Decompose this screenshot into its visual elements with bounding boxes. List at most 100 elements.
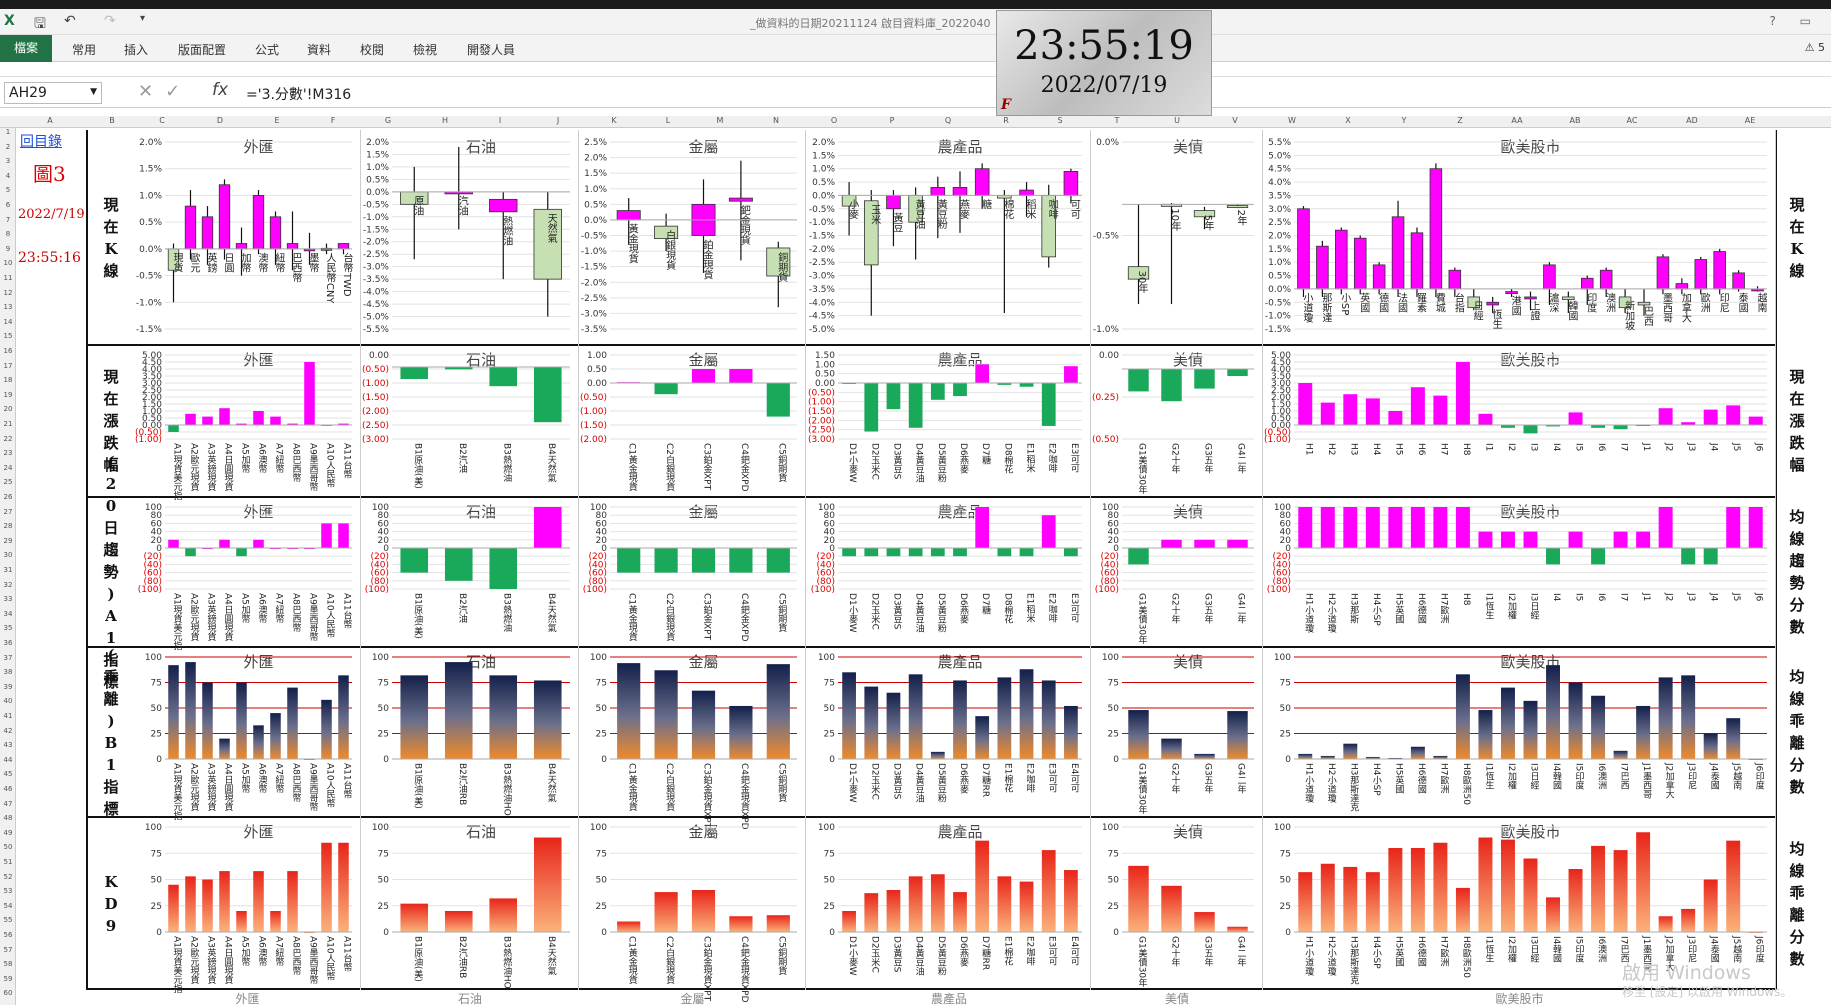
- column-header[interactable]: N: [773, 116, 779, 125]
- column-header[interactable]: AC: [1626, 116, 1638, 125]
- row-header[interactable]: 38: [3, 668, 13, 677]
- column-header[interactable]: AB: [1569, 116, 1581, 125]
- row-header[interactable]: 22: [3, 434, 13, 443]
- column-header[interactable]: E: [274, 116, 280, 125]
- row-header[interactable]: 14: [3, 317, 13, 326]
- row-header[interactable]: 35: [3, 624, 13, 633]
- tab-home[interactable]: 常用: [72, 43, 97, 57]
- tab-data[interactable]: 資料: [307, 43, 332, 57]
- column-header[interactable]: F: [330, 116, 336, 125]
- row-header[interactable]: 26: [3, 493, 13, 501]
- column-header[interactable]: B: [109, 116, 115, 125]
- column-header[interactable]: M: [716, 116, 724, 125]
- column-header[interactable]: AD: [1686, 116, 1698, 125]
- column-header[interactable]: P: [889, 116, 895, 125]
- row-header[interactable]: 11: [3, 274, 13, 282]
- row-header[interactable]: 47: [3, 799, 13, 808]
- formula-cancel-confirm-icons[interactable]: ✕✓: [138, 81, 193, 102]
- row-header[interactable]: 56: [3, 931, 13, 939]
- row-header[interactable]: 43: [3, 741, 13, 750]
- column-header[interactable]: AE: [1744, 116, 1756, 125]
- row-header[interactable]: 25: [3, 478, 13, 487]
- row-header[interactable]: 3: [5, 157, 11, 166]
- column-header[interactable]: C: [159, 116, 165, 125]
- window-controls[interactable]: ? ▭: [1769, 14, 1821, 28]
- row-header[interactable]: 57: [3, 945, 13, 954]
- row-header[interactable]: 10: [3, 259, 13, 268]
- row-header[interactable]: 4: [5, 171, 11, 180]
- row-header[interactable]: 46: [3, 785, 13, 793]
- column-header[interactable]: R: [1003, 116, 1009, 125]
- column-header[interactable]: S: [1057, 116, 1063, 125]
- column-header[interactable]: Z: [1457, 116, 1463, 125]
- tab-file[interactable]: 檔案: [0, 35, 52, 62]
- row-header[interactable]: 44: [3, 755, 13, 764]
- column-header[interactable]: O: [830, 116, 838, 125]
- row-header[interactable]: 50: [3, 843, 13, 852]
- tab-insert[interactable]: 插入: [124, 43, 149, 57]
- row-header[interactable]: 55: [3, 916, 13, 925]
- row-header[interactable]: 34: [3, 609, 13, 618]
- chevron-down-icon[interactable]: ▼: [90, 87, 97, 97]
- row-header[interactable]: 19: [3, 390, 13, 399]
- row-header[interactable]: 32: [3, 580, 13, 589]
- column-header[interactable]: W: [1288, 116, 1296, 125]
- row-header[interactable]: 12: [3, 288, 13, 297]
- row-header[interactable]: 5: [5, 186, 11, 195]
- row-header[interactable]: 23: [3, 449, 13, 458]
- column-header[interactable]: U: [1174, 116, 1180, 125]
- column-header[interactable]: Q: [944, 116, 952, 125]
- quick-access-menu-icon[interactable]: ▾: [140, 13, 146, 24]
- row-header[interactable]: 33: [3, 595, 13, 604]
- back-to-index-link[interactable]: 回目錄: [20, 134, 62, 150]
- row-header[interactable]: 6: [5, 201, 11, 209]
- row-header[interactable]: 15: [3, 332, 13, 341]
- name-box[interactable]: AH29 ▼: [4, 82, 102, 104]
- tab-view[interactable]: 檢視: [413, 43, 438, 57]
- redo-icon[interactable]: ↷: [104, 13, 116, 29]
- tab-developer[interactable]: 開發人員: [467, 43, 516, 57]
- row-header[interactable]: 39: [3, 682, 13, 691]
- column-header[interactable]: T: [1114, 116, 1120, 125]
- row-header[interactable]: 13: [3, 303, 13, 312]
- row-header[interactable]: 49: [3, 828, 13, 837]
- row-header[interactable]: 41: [3, 712, 13, 720]
- column-header[interactable]: K: [611, 116, 617, 125]
- row-header[interactable]: 28: [3, 522, 13, 531]
- column-header[interactable]: Y: [1401, 116, 1407, 125]
- column-header[interactable]: H: [441, 116, 448, 125]
- formula-input[interactable]: ='3.分數'!M316: [246, 87, 352, 103]
- row-header[interactable]: 54: [3, 901, 13, 910]
- tab-formulas[interactable]: 公式: [255, 43, 280, 57]
- row-header[interactable]: 40: [3, 697, 13, 706]
- tab-review[interactable]: 校閱: [360, 43, 385, 57]
- row-header[interactable]: 53: [3, 887, 13, 896]
- save-icon[interactable]: 🖫: [34, 16, 46, 32]
- row-header[interactable]: 8: [5, 230, 11, 239]
- column-header[interactable]: AA: [1511, 116, 1523, 125]
- row-header[interactable]: 9: [5, 244, 11, 253]
- column-header[interactable]: G: [384, 116, 392, 125]
- row-header[interactable]: 1: [5, 128, 11, 136]
- column-header[interactable]: V: [1232, 116, 1238, 125]
- undo-icon[interactable]: ↶: [64, 13, 76, 29]
- row-header[interactable]: 45: [3, 770, 13, 779]
- row-header[interactable]: 27: [3, 507, 13, 516]
- row-header[interactable]: 21: [3, 420, 13, 428]
- row-header[interactable]: 18: [3, 376, 13, 385]
- row-header[interactable]: 29: [3, 536, 13, 545]
- row-header[interactable]: 42: [3, 726, 13, 735]
- warning-indicator[interactable]: ⚠ 5: [1804, 41, 1825, 54]
- row-header[interactable]: 16: [3, 347, 13, 355]
- row-header[interactable]: 30: [3, 551, 13, 560]
- column-header[interactable]: J: [556, 116, 560, 125]
- row-header[interactable]: 20: [3, 405, 13, 414]
- column-header[interactable]: X: [1345, 116, 1351, 125]
- row-header[interactable]: 7: [5, 215, 11, 224]
- row-header[interactable]: 58: [3, 960, 13, 969]
- row-header[interactable]: 60: [3, 989, 13, 998]
- column-header[interactable]: D: [216, 116, 224, 125]
- row-header[interactable]: 59: [3, 974, 13, 983]
- row-header[interactable]: 24: [3, 463, 13, 472]
- column-header[interactable]: L: [665, 116, 671, 125]
